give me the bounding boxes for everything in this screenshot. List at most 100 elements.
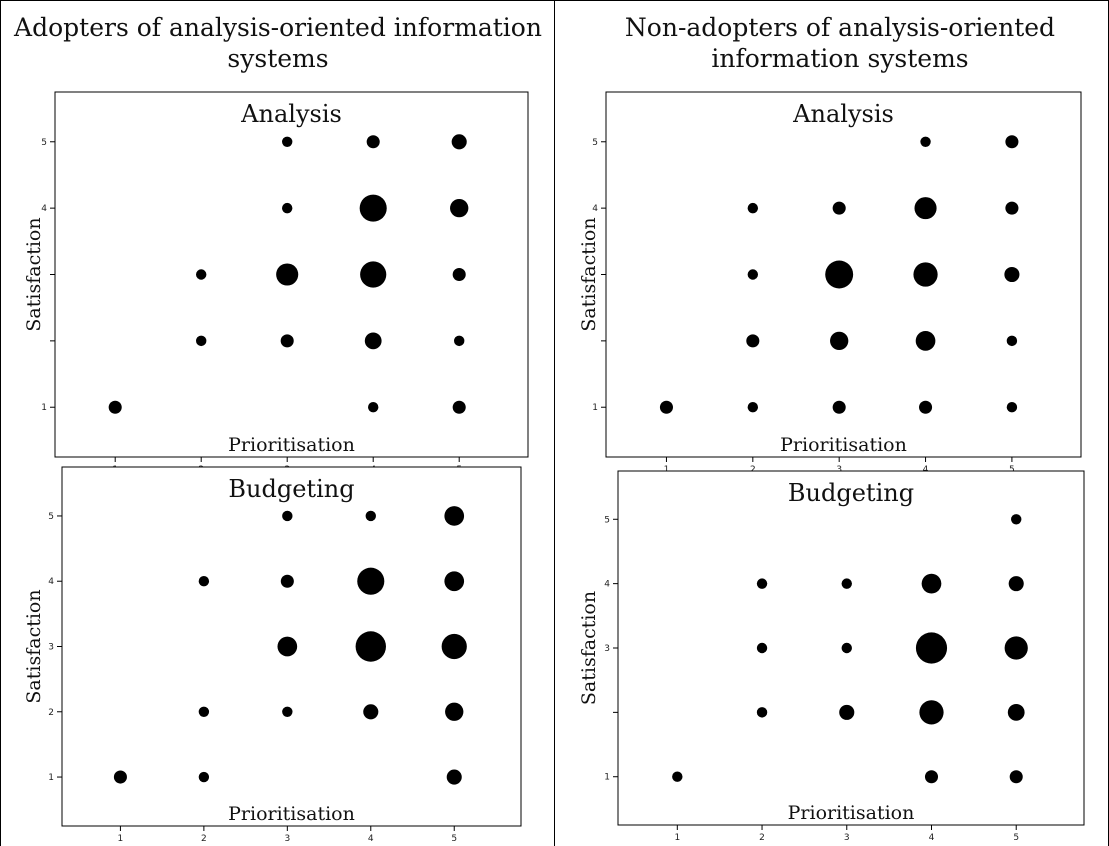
x-tick-label: 4 <box>929 833 935 843</box>
bubble-x1-y1 <box>108 400 122 414</box>
y-tick-label: 1 <box>41 403 47 413</box>
y-tick-label: 1 <box>604 773 610 783</box>
bubble-x3-y4 <box>841 578 852 589</box>
bubble-x4-y1 <box>924 770 939 784</box>
bubble-x3-y3 <box>277 636 298 657</box>
bubble-x4-y4 <box>359 194 387 222</box>
bubble-x3-y3 <box>841 642 852 654</box>
bubble-x2-y2 <box>746 334 760 348</box>
bubble-x3-y4 <box>282 202 293 214</box>
bubble-x3-y1 <box>832 400 846 414</box>
y-tick-label: 5 <box>48 512 54 522</box>
x-tick-label: 4 <box>368 834 374 844</box>
y-tick-label: 1 <box>48 773 54 783</box>
bubble-x4-y3 <box>915 632 948 664</box>
bubble-x5-y2 <box>1006 335 1018 347</box>
bubble-x4-y4 <box>921 573 942 594</box>
plot-area <box>54 91 529 458</box>
bubble-x5-y3 <box>1004 266 1020 283</box>
bubble-x5-y5 <box>1011 514 1022 525</box>
bubble-x4-y3 <box>355 631 386 662</box>
bubble-x4-y5 <box>366 135 380 149</box>
y-tick-label: 4 <box>48 577 54 587</box>
y-axis-label: Satisfaction <box>578 591 600 705</box>
bubble-x2-y1 <box>747 402 759 413</box>
chart-budgeting-adopters: 1 2 3 4 5 1 2 3 4 5 Budgeting Prioritisation Satisfa… <box>23 466 522 844</box>
bubble-x4-y5 <box>920 136 931 147</box>
bubble-x5-y5 <box>1005 135 1019 149</box>
bubble-x2-y1 <box>198 771 210 783</box>
bubble-x4-y2 <box>363 704 379 720</box>
bubble-x3-y4 <box>832 201 846 215</box>
bubble-x4-y4 <box>914 197 937 220</box>
bubble-x3-y2 <box>280 334 294 348</box>
bubble-x5-y1 <box>1006 402 1018 413</box>
column-header-non-adopters: Non-adopters of analysis-oriented inform… <box>624 13 1056 73</box>
x-axis-label: Prioritisation <box>228 434 355 456</box>
bubble-x2-y4 <box>747 202 759 214</box>
bubble-x3-y5 <box>282 510 293 522</box>
x-tick-label: 2 <box>750 465 756 475</box>
bubble-x5-y5 <box>451 134 467 150</box>
plot-title-analysis: Analysis <box>792 100 894 128</box>
bubble-x5-y2 <box>454 335 465 347</box>
y-tick-label: 3 <box>48 643 54 653</box>
bubble-x3-y2 <box>839 704 855 720</box>
x-tick-label: 5 <box>1009 465 1015 475</box>
plot-title-budgeting: Budgeting <box>228 475 354 503</box>
bubble-x4-y2 <box>919 700 944 725</box>
bubble-x3-y2 <box>830 331 849 351</box>
bubble-x3-y3 <box>276 263 299 286</box>
bubble-x2-y2 <box>756 707 768 718</box>
y-tick-label: 5 <box>41 138 47 148</box>
x-tick-label: 3 <box>836 465 842 475</box>
bubble-x5-y4 <box>1008 576 1024 592</box>
bubble-x4-y5 <box>365 510 376 522</box>
bubble-x3-y5 <box>282 136 293 147</box>
bubble-x2-y3 <box>747 269 759 280</box>
bubble-x5-y3 <box>1004 636 1028 660</box>
x-tick-label: 1 <box>664 465 670 475</box>
bubble-x4-y4 <box>357 567 385 595</box>
chart-analysis-non-adopters: 1 4 5 1 2 3 4 5 Analysis Prioritisation Satisfacti… <box>578 91 1082 475</box>
bubble-x2-y3 <box>756 642 768 654</box>
y-tick-label: 5 <box>592 138 598 148</box>
y-tick-label: 4 <box>41 204 47 214</box>
chart-budgeting-non-adopters: 1 3 4 5 1 2 3 4 5 Budgeting Prioritisation Satisfac… <box>578 470 1085 843</box>
y-tick-label: 3 <box>604 644 610 654</box>
bubble-x5-y4 <box>444 571 465 592</box>
x-tick-label: 5 <box>451 834 457 844</box>
y-axis-label: Satisfaction <box>578 217 600 331</box>
bubble-x1-y1 <box>659 400 673 414</box>
x-tick-label: 5 <box>1013 833 1019 843</box>
bubble-x5-y4 <box>450 198 469 218</box>
x-tick-label: 2 <box>759 833 765 843</box>
bubble-x5-y5 <box>444 506 465 526</box>
bubble-x5-y2 <box>1007 703 1025 721</box>
bubble-x4-y2 <box>915 331 936 351</box>
bubble-x4-y2 <box>364 332 382 350</box>
y-tick-label: 4 <box>592 204 598 214</box>
plot-title-analysis: Analysis <box>240 100 342 128</box>
y-tick-label: 5 <box>604 515 610 525</box>
bubble-x4-y3 <box>360 261 387 288</box>
bubble-x5-y2 <box>445 702 464 721</box>
bubble-x2-y2 <box>198 706 210 717</box>
y-tick-label: 2 <box>48 708 54 718</box>
bubble-x5-y3 <box>452 267 466 282</box>
y-tick-label: 1 <box>592 403 598 413</box>
bubble-x3-y3 <box>825 260 854 289</box>
bubble-x1-y1 <box>113 770 127 784</box>
bubble-x3-y4 <box>280 574 294 588</box>
bubble-x2-y4 <box>756 578 768 589</box>
x-tick-label: 2 <box>201 834 207 844</box>
x-tick-label: 3 <box>844 833 850 843</box>
bubble-x5-y1 <box>446 769 462 785</box>
bubble-x4-y3 <box>913 262 938 287</box>
chart-analysis-adopters: 14512345AnalysisPrioritisationSatisfacti… <box>23 91 529 475</box>
column-divider <box>554 0 555 846</box>
bubble-x3-y2 <box>282 706 293 717</box>
bubble-x2-y4 <box>198 576 210 587</box>
bubble-x5-y1 <box>1009 770 1023 784</box>
y-axis-label: Satisfaction <box>23 217 45 331</box>
